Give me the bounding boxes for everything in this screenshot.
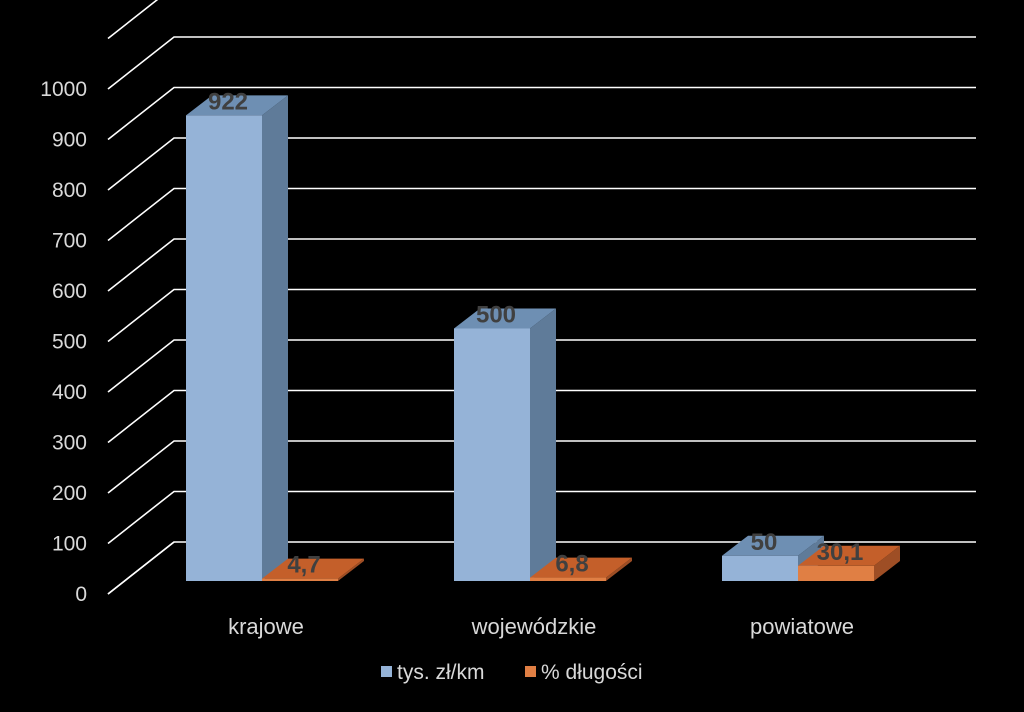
bars (186, 95, 900, 581)
bar-side (874, 545, 900, 581)
gridline (107, 137, 976, 191)
bar (186, 115, 262, 581)
legend-label: tys. zł/km (397, 661, 485, 684)
bar-top (722, 535, 824, 556)
data-label: 500 (476, 302, 516, 329)
bar (722, 555, 798, 581)
bar-side (606, 557, 632, 581)
data-label: 30,1 (817, 539, 864, 566)
bar (454, 328, 530, 581)
y-tick-label: 200 (52, 482, 87, 505)
gridline (107, 440, 976, 494)
bar-side (262, 95, 288, 581)
gridline (107, 0, 159, 40)
bar-top (454, 308, 556, 329)
data-label: 50 (751, 529, 778, 556)
floor-edge (107, 541, 175, 595)
y-tick-label: 800 (52, 179, 87, 202)
bar (798, 565, 874, 581)
legend-label: % długości (541, 661, 643, 684)
gridline (107, 36, 976, 90)
legend-swatch (381, 666, 392, 677)
category-label: powiatowe (750, 614, 854, 639)
gridline (107, 187, 976, 242)
data-label: 922 (208, 88, 248, 115)
gridline (107, 238, 976, 292)
data-label: 4,7 (287, 552, 320, 579)
bar-top (530, 557, 632, 578)
y-tick-label: 100 (52, 533, 87, 556)
gridline (107, 490, 976, 545)
bar-side (530, 308, 556, 581)
y-tick-label: 0 (75, 583, 87, 606)
gridline (107, 288, 976, 343)
gridline (107, 389, 976, 444)
category-label: krajowe (228, 614, 304, 639)
y-tick-label: 700 (52, 230, 87, 253)
bar-top (798, 545, 900, 566)
gridline (107, 86, 976, 141)
y-axis-ticks: 0 100 200 300 400 500 600 700 800 900 1000 (40, 78, 87, 606)
data-labels: 922 4,7 500 6,8 50 30,1 (208, 88, 863, 578)
legend: tys. zł/km % długości (381, 661, 643, 684)
bar (530, 577, 606, 581)
y-tick-label: 300 (52, 432, 87, 455)
bar-top (186, 95, 288, 116)
bar-top (262, 558, 364, 579)
bar (262, 578, 338, 581)
gridline (107, 339, 976, 393)
y-tick-label: 600 (52, 280, 87, 303)
bar-side (338, 558, 364, 581)
gridlines (107, 0, 976, 595)
category-label: wojewódzkie (471, 614, 597, 639)
y-tick-label: 500 (52, 331, 87, 354)
legend-swatch (525, 666, 536, 677)
y-tick-label: 400 (52, 381, 87, 404)
y-tick-label: 900 (52, 129, 87, 152)
y-tick-label: 1000 (40, 78, 87, 101)
x-axis-categories: krajowe wojewódzkie powiatowe (228, 614, 854, 639)
data-label: 6,8 (555, 551, 588, 578)
